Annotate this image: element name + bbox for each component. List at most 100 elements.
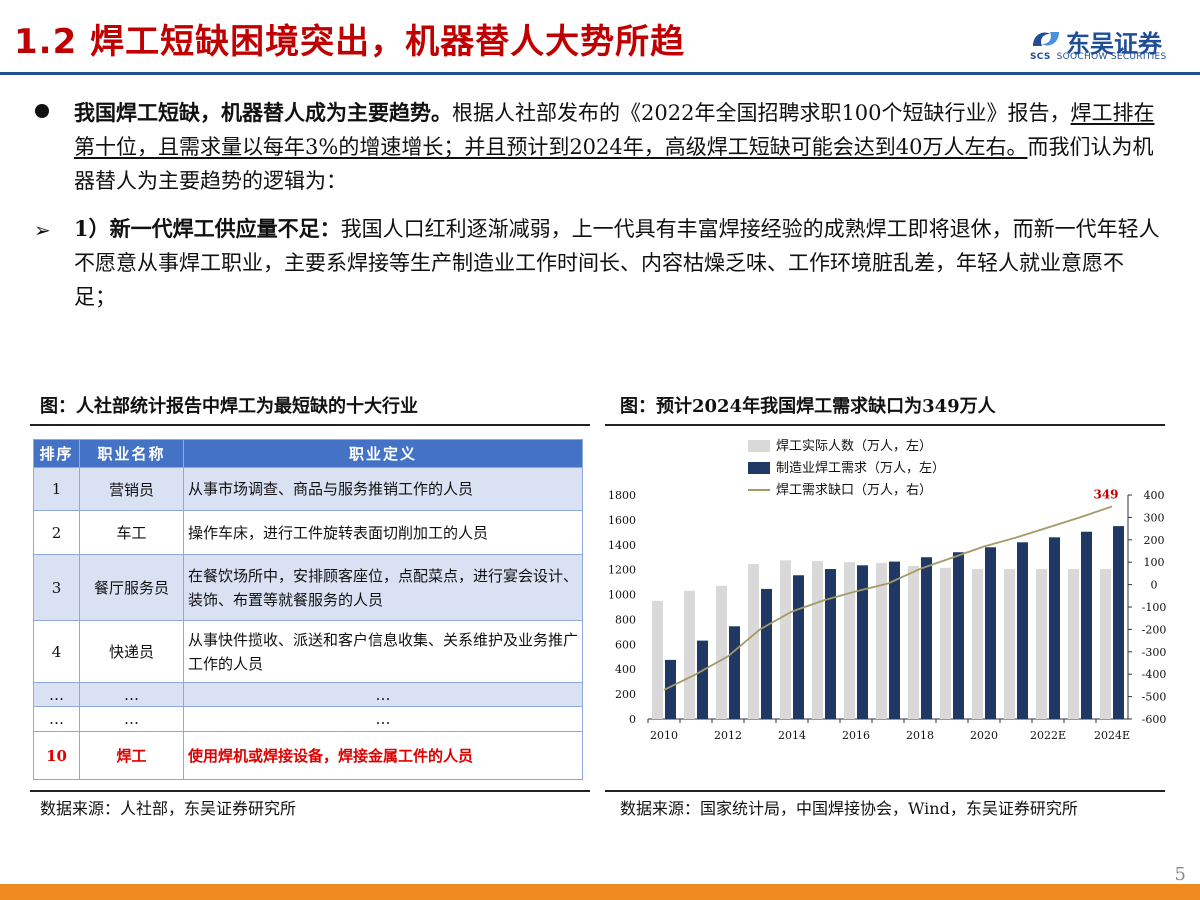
bar-welder-demand xyxy=(985,547,996,719)
bar-actual-welders xyxy=(972,569,983,719)
bar-welder-demand xyxy=(697,640,708,719)
rank-cell: 2 xyxy=(33,510,80,555)
bar-welder-demand xyxy=(921,557,932,719)
y-right-tick-label: 200 xyxy=(1144,534,1165,547)
logo-subtitle: SCS SOOCHOW SECURITIES xyxy=(1030,52,1167,62)
bar-actual-welders xyxy=(684,590,695,719)
para2-lead: 1）新一代焊工供应量不足： xyxy=(74,216,341,241)
name-cell: … xyxy=(79,682,184,707)
legend-label-demand: 制造业焊工需求（万人，左） xyxy=(776,460,945,476)
page-title: 1.2 焊工短缺困境突出，机器替人大势所趋 xyxy=(14,22,686,62)
header-divider xyxy=(0,72,1200,75)
bar-actual-welders xyxy=(940,567,951,719)
left-figure-source: 数据来源：人社部，东吴证券研究所 xyxy=(40,799,297,818)
bar-actual-welders xyxy=(876,562,887,719)
y-right-tick-label: 400 xyxy=(1144,489,1165,502)
welder-gap-chart: 020040060080010001200140016001800-600-50… xyxy=(608,438,1167,742)
rank-cell: … xyxy=(33,706,80,732)
name-cell: 营销员 xyxy=(79,467,184,511)
y-left-tick-label: 800 xyxy=(615,613,636,626)
x-tick-label: 2022E xyxy=(1030,729,1066,742)
table-header-name: 职业名称 xyxy=(79,439,184,468)
bar-welder-demand xyxy=(1017,542,1028,719)
bar-welder-demand xyxy=(1049,537,1060,719)
x-tick-label: 2012 xyxy=(714,729,742,742)
rank-cell: 10 xyxy=(33,731,80,780)
table-header-row: 排序 职业名称 职业定义 xyxy=(33,439,583,468)
right-figure-source: 数据来源：国家统计局，中国焊接协会，Wind，东吴证券研究所 xyxy=(620,799,1078,818)
bar-welder-demand xyxy=(665,659,676,719)
legend-label-gap: 焊工需求缺口（万人，右） xyxy=(776,482,932,498)
bar-actual-welders xyxy=(716,585,727,719)
page-number: 5 xyxy=(1174,864,1186,885)
x-tick-label: 2020 xyxy=(970,729,998,742)
bar-welder-demand xyxy=(953,552,964,719)
bar-actual-welders xyxy=(1004,569,1015,719)
legend-swatch-demand xyxy=(748,462,770,474)
bar-welder-demand xyxy=(1113,526,1124,719)
y-right-tick-label: 0 xyxy=(1151,579,1158,592)
table-row: 1 营销员 从事市场调查、商品与服务推销工作的人员 xyxy=(33,467,583,511)
rank-cell: 1 xyxy=(33,467,80,511)
table-row: 3 餐厅服务员 在餐饮场所中，安排顾客座位，点配菜点，进行宴会设计、装饰、布置等… xyxy=(33,554,583,621)
y-right-tick-label: -200 xyxy=(1142,623,1167,636)
bar-welder-demand xyxy=(1081,531,1092,719)
y-left-tick-label: 1200 xyxy=(608,564,636,577)
x-tick-label: 2014 xyxy=(778,729,806,742)
x-tick-label: 2010 xyxy=(650,729,678,742)
bar-welder-demand xyxy=(825,569,836,719)
y-left-tick-label: 600 xyxy=(615,638,636,651)
y-left-tick-label: 1800 xyxy=(608,489,636,502)
logo-abbr: SCS xyxy=(1030,52,1051,62)
x-tick-label: 2016 xyxy=(842,729,870,742)
table-row: 4 快递员 从事快件揽收、派送和客户信息收集、关系维护及业务推广工作的人员 xyxy=(33,620,583,683)
bar-actual-welders xyxy=(748,564,759,719)
bar-actual-welders xyxy=(780,560,791,719)
table-row: … … … xyxy=(33,706,583,732)
para1-underline: 焊工排在第十位，且需求量以每年3%的增速增长；并且预计到2024年，高级焊工短缺… xyxy=(74,101,1155,159)
figure-rule xyxy=(30,790,590,792)
def-cell: … xyxy=(183,682,583,707)
para2-text: 我国人口红利逐渐减弱，上一代具有丰富焊接经验的成熟焊工即将退休，而新一代年轻人不… xyxy=(74,217,1160,309)
arrow-bullet-icon: ➢ xyxy=(34,218,51,242)
logo-name: 东吴证券 xyxy=(1066,30,1162,58)
y-right-tick-label: -600 xyxy=(1142,713,1167,726)
left-figure-title: 图：人社部统计报告中焊工为最短缺的十大行业 xyxy=(40,396,418,417)
table-row: … … … xyxy=(33,682,583,707)
y-right-tick-label: -500 xyxy=(1142,691,1167,704)
bar-actual-welders xyxy=(908,565,919,719)
bar-actual-welders xyxy=(844,562,855,719)
x-tick-label: 2018 xyxy=(906,729,934,742)
table-header-rank: 排序 xyxy=(33,439,80,468)
right-figure-title: 图：预计2024年我国焊工需求缺口为349万人 xyxy=(620,396,996,417)
y-right-tick-label: 100 xyxy=(1144,556,1165,569)
figure-rule xyxy=(605,790,1165,792)
y-left-tick-label: 200 xyxy=(615,688,636,701)
figure-rule xyxy=(605,424,1165,426)
y-left-tick-label: 1000 xyxy=(608,589,636,602)
bullet-dot-icon xyxy=(35,104,49,118)
bar-welder-demand xyxy=(889,561,900,719)
rank-cell: … xyxy=(33,682,80,707)
name-cell: 餐厅服务员 xyxy=(79,554,184,621)
y-right-tick-label: -400 xyxy=(1142,668,1167,681)
para1-text1: 根据人社部发布的《2022年全国招聘求职100个短缺行业》报告， xyxy=(452,101,1071,125)
shortage-table: 排序 职业名称 职业定义 1 营销员 从事市场调查、商品与服务推销工作的人员 2… xyxy=(33,439,583,780)
bar-actual-welders xyxy=(1100,569,1111,719)
def-cell: 从事市场调查、商品与服务推销工作的人员 xyxy=(183,467,583,511)
paragraph-1: 我国焊工短缺，机器替人成为主要趋势。根据人社部发布的《2022年全国招聘求职10… xyxy=(74,96,1164,198)
y-left-tick-label: 1400 xyxy=(608,539,636,552)
y-left-tick-label: 0 xyxy=(629,713,636,726)
bar-actual-welders xyxy=(1036,569,1047,719)
rank-cell: 4 xyxy=(33,620,80,683)
x-tick-label: 2024E xyxy=(1094,729,1130,742)
company-logo: 东吴证券 SCS SOOCHOW SECURITIES xyxy=(1030,24,1190,64)
paragraph-2: 1）新一代焊工供应量不足：我国人口红利逐渐减弱，上一代具有丰富焊接经验的成熟焊工… xyxy=(74,212,1164,314)
bar-actual-welders xyxy=(812,560,823,719)
name-cell: … xyxy=(79,706,184,732)
y-left-tick-label: 400 xyxy=(615,663,636,676)
legend-swatch-actual xyxy=(748,440,770,452)
def-cell: 从事快件揽收、派送和客户信息收集、关系维护及业务推广工作的人员 xyxy=(183,620,583,683)
table-header-def: 职业定义 xyxy=(183,439,583,468)
def-cell: 操作车床，进行工件旋转表面切削加工的人员 xyxy=(183,510,583,555)
